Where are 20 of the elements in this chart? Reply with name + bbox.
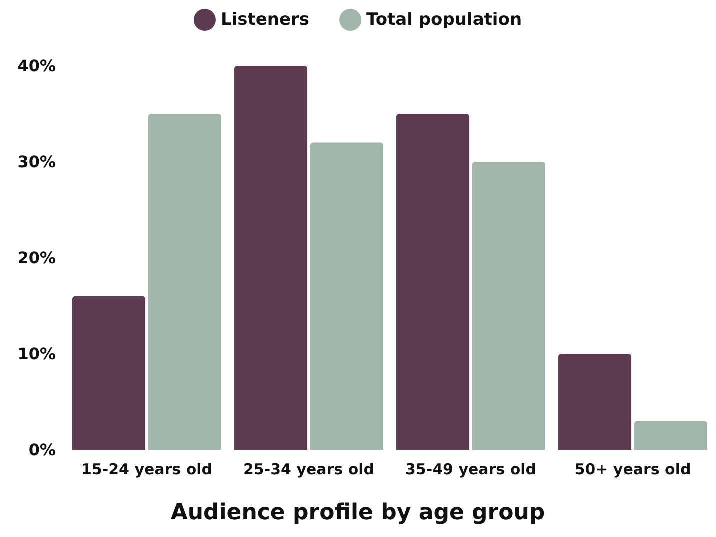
y-tick-label: 0% bbox=[28, 440, 56, 460]
y-tick-label: 20% bbox=[18, 248, 56, 268]
x-tick-label: 35-49 years old bbox=[405, 460, 537, 478]
bar bbox=[558, 354, 632, 450]
x-tick-label: 15-24 years old bbox=[81, 460, 213, 478]
bar bbox=[472, 162, 546, 450]
y-tick-label: 40% bbox=[18, 56, 56, 76]
legend-label: Listeners bbox=[220, 10, 310, 30]
x-tick-label: 25-34 years old bbox=[243, 460, 375, 478]
text: Audience profile by age group bbox=[170, 500, 546, 526]
bar bbox=[234, 66, 308, 450]
bar bbox=[634, 421, 708, 450]
bar bbox=[310, 142, 384, 450]
bar bbox=[396, 114, 470, 450]
y-tick-label: 30% bbox=[18, 152, 56, 172]
x-tick-label: 50+ years old bbox=[574, 460, 692, 478]
bar bbox=[148, 114, 222, 450]
y-tick-label: 10% bbox=[18, 344, 56, 364]
legend-label: Total population bbox=[366, 10, 522, 30]
bar bbox=[72, 296, 146, 450]
